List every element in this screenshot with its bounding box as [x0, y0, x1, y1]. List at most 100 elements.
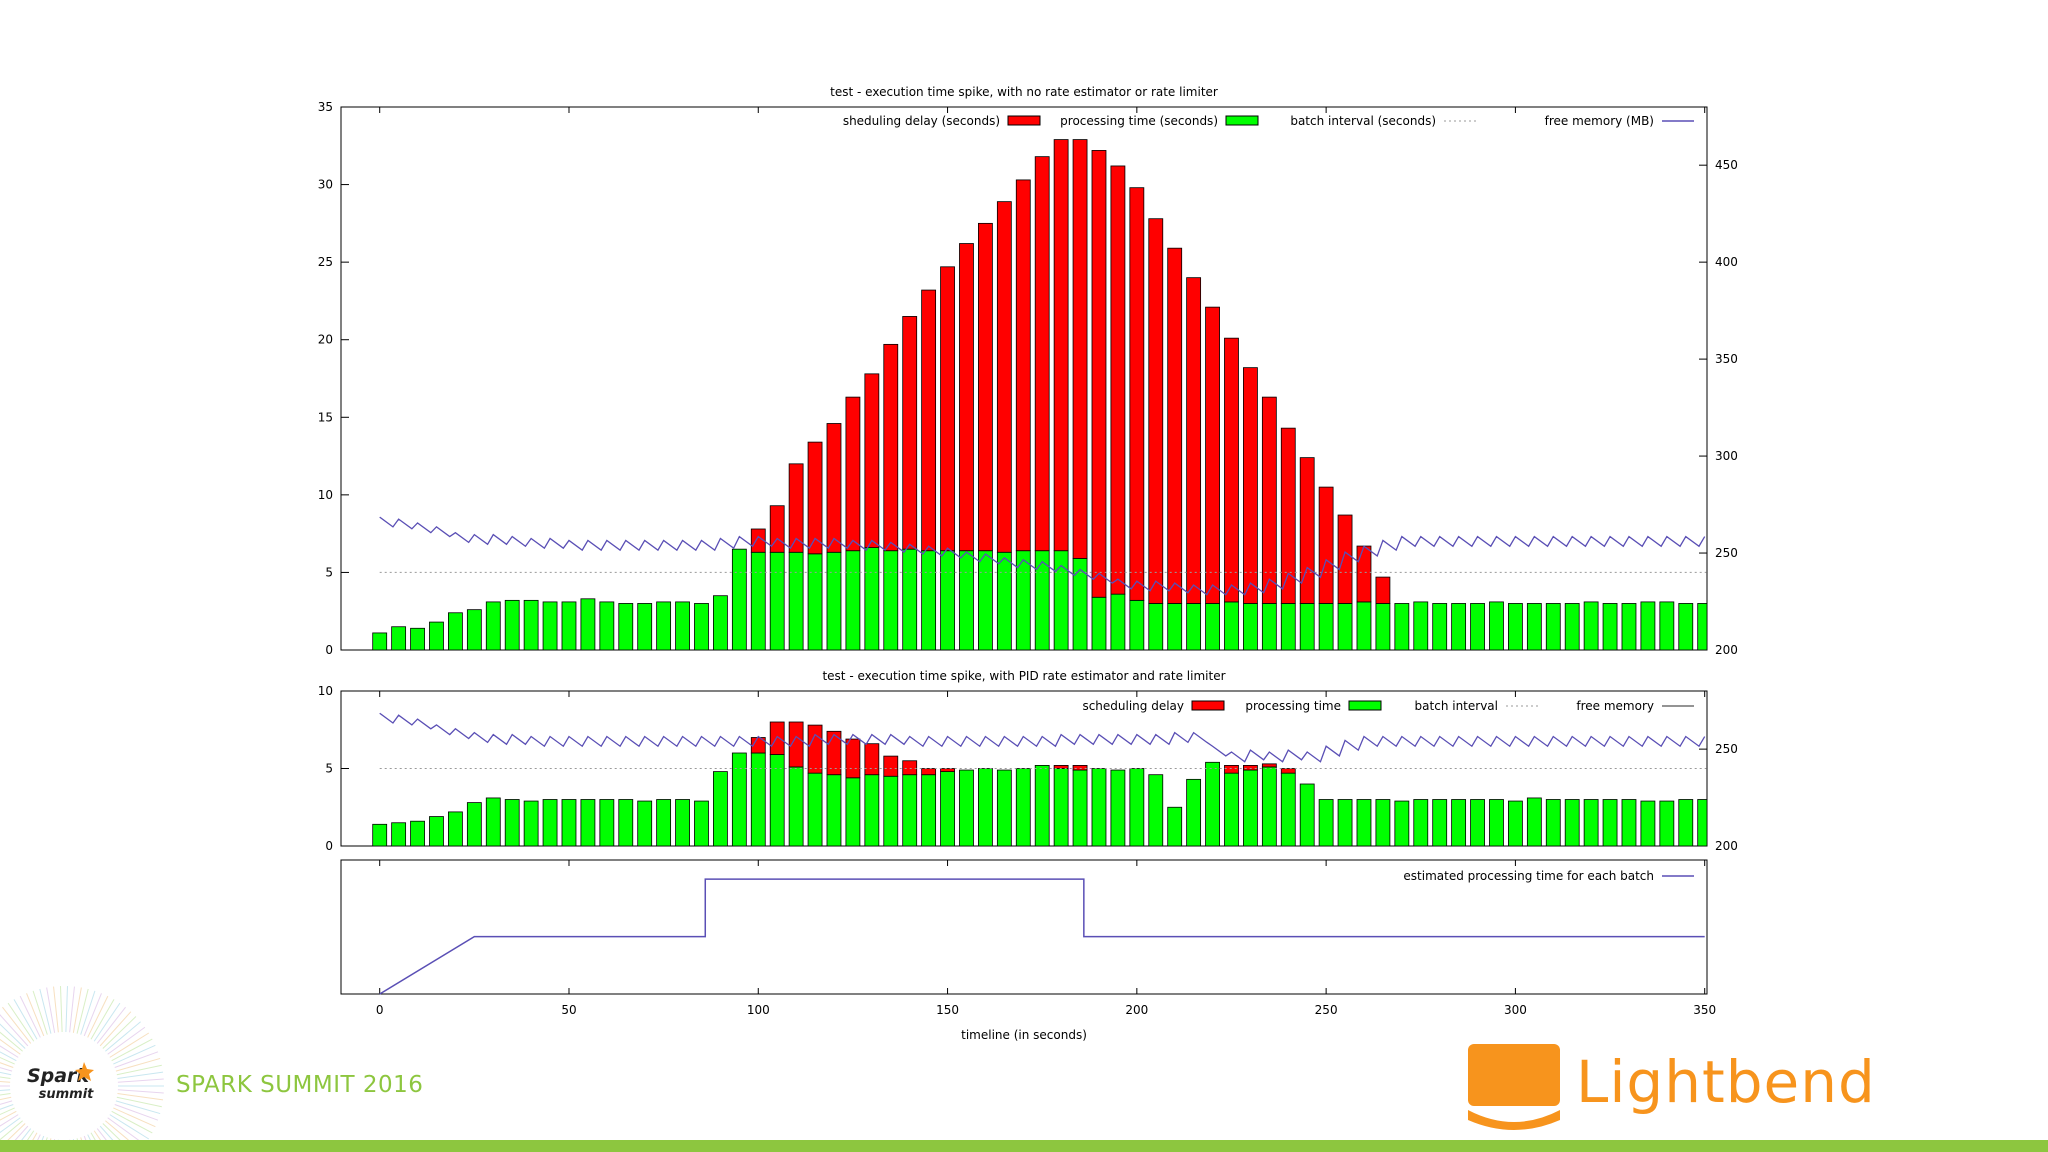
x-tick-label: 100: [747, 1003, 770, 1017]
y-tick-label: 5: [325, 762, 333, 776]
processing-bar: [883, 775, 899, 847]
starburst-ray: [76, 988, 89, 1034]
processing-bar: [1640, 800, 1656, 847]
processing-bar: [1299, 603, 1315, 651]
y-tick-label: 25: [318, 255, 333, 269]
legend-memory-label: free memory (MB): [1545, 114, 1654, 128]
middle-chart-axes: 0 5 10 200 250: [318, 684, 1738, 853]
delay-bar: [807, 441, 823, 555]
processing-bar: [1148, 603, 1164, 651]
processing-bar: [1053, 768, 1069, 847]
starburst-ray: [16, 1128, 32, 1146]
middle-chart-legend: scheduling delay processing time batch i…: [1082, 699, 1694, 713]
processing-bar: [959, 550, 974, 651]
starburst-ray: [87, 995, 109, 1038]
starburst-ray: [0, 1117, 21, 1134]
y-tick-label: 5: [325, 565, 333, 579]
processing-bar: [599, 601, 615, 651]
bottom-chart-plot-area: [340, 859, 1708, 995]
processing-bar: [1072, 769, 1088, 847]
spark-logo-top: Spark: [27, 1065, 90, 1087]
processing-bar: [675, 601, 690, 651]
legend-delay-swatch: [1007, 115, 1041, 126]
processing-bar: [1583, 799, 1599, 847]
processing-bar: [1413, 799, 1429, 847]
starburst-ray: [115, 1100, 161, 1115]
processing-bar: [1470, 799, 1485, 847]
starburst-ray: [96, 1128, 112, 1146]
processing-bar: [1678, 799, 1694, 847]
processing-bar: [1697, 603, 1708, 651]
processing-bar: [637, 800, 653, 847]
delay-bar: [1224, 337, 1239, 603]
starburst-ray: [80, 990, 96, 1035]
spark-star-icon: [75, 1062, 94, 1081]
starburst-ray: [117, 1078, 164, 1083]
delay-bar: [1129, 187, 1145, 601]
starburst-ray: [0, 1103, 14, 1110]
x-axis-label: timeline (in seconds): [961, 1028, 1087, 1042]
starburst-ray: [53, 986, 59, 1033]
legend3-label: estimated processing time for each batch: [1403, 869, 1654, 883]
processing-bar: [826, 551, 842, 651]
processing-bar: [1356, 799, 1372, 847]
delay-bar: [1148, 218, 1164, 604]
legend-batch-label: batch interval (seconds): [1290, 114, 1436, 128]
y2-tick-label: 200: [1715, 839, 1738, 853]
starburst-ray: [0, 1062, 14, 1069]
processing-bar: [978, 768, 993, 847]
processing-bar: [1621, 799, 1637, 847]
processing-bar: [466, 802, 482, 847]
processing-bar: [1148, 774, 1164, 847]
processing-bar: [1564, 799, 1580, 847]
processing-bar: [637, 603, 653, 651]
processing-bar: [504, 599, 520, 651]
starburst-ray: [83, 993, 102, 1037]
processing-bar: [921, 550, 937, 651]
processing-bar: [391, 626, 407, 651]
middle-chart: test - execution time spike, with PID ra…: [318, 669, 1738, 853]
processing-bar: [788, 551, 804, 651]
starburst-ray: [96, 1006, 126, 1044]
processing-bar: [1432, 799, 1448, 847]
middle-chart-lines: [379, 712, 1707, 769]
starburst-ray: [116, 1096, 162, 1108]
middle-chart-title: test - execution time spike, with PID ra…: [822, 669, 1225, 683]
processing-bar: [694, 800, 709, 847]
delay-bar: [864, 743, 880, 776]
x-tick-label: 150: [936, 1003, 959, 1017]
processing-bar: [410, 820, 425, 847]
starburst-ray: [7, 1002, 35, 1042]
lightbend-wordmark: Lightbend: [1576, 1048, 1876, 1116]
y-tick-label: 30: [318, 178, 333, 192]
delay-bar: [826, 730, 842, 776]
delay-bar: [921, 768, 937, 776]
delay-bar: [845, 396, 861, 552]
processing-bar: [1280, 772, 1296, 847]
processing-bar: [1337, 603, 1353, 651]
starburst-ray: [0, 1071, 12, 1076]
processing-bar: [448, 612, 463, 651]
delay-bar: [1243, 765, 1258, 771]
processing-bar: [580, 799, 596, 847]
processing-bar: [694, 603, 709, 651]
y2-tick-label: 200: [1715, 643, 1738, 657]
processing-bar: [1375, 799, 1391, 847]
x-tick-label: 300: [1504, 1003, 1527, 1017]
processing-bar: [1129, 599, 1145, 651]
top-chart: test - execution time spike, with no rat…: [318, 85, 1738, 657]
processing-bar: [1167, 603, 1183, 651]
starburst-ray: [90, 1132, 100, 1146]
starburst-ray: [0, 1110, 17, 1121]
x-tick-label: 350: [1693, 1003, 1716, 1017]
y2-tick-label: 300: [1715, 449, 1738, 463]
starburst-ray: [114, 1051, 159, 1069]
starburst-ray: [22, 1130, 35, 1146]
starburst-ray: [113, 1107, 156, 1128]
delay-bar: [1072, 139, 1088, 559]
processing-bar: [485, 797, 501, 847]
middle-chart-bars: [372, 721, 1708, 847]
legend2-delay-swatch: [1191, 700, 1225, 711]
starburst-ray: [111, 1038, 153, 1062]
